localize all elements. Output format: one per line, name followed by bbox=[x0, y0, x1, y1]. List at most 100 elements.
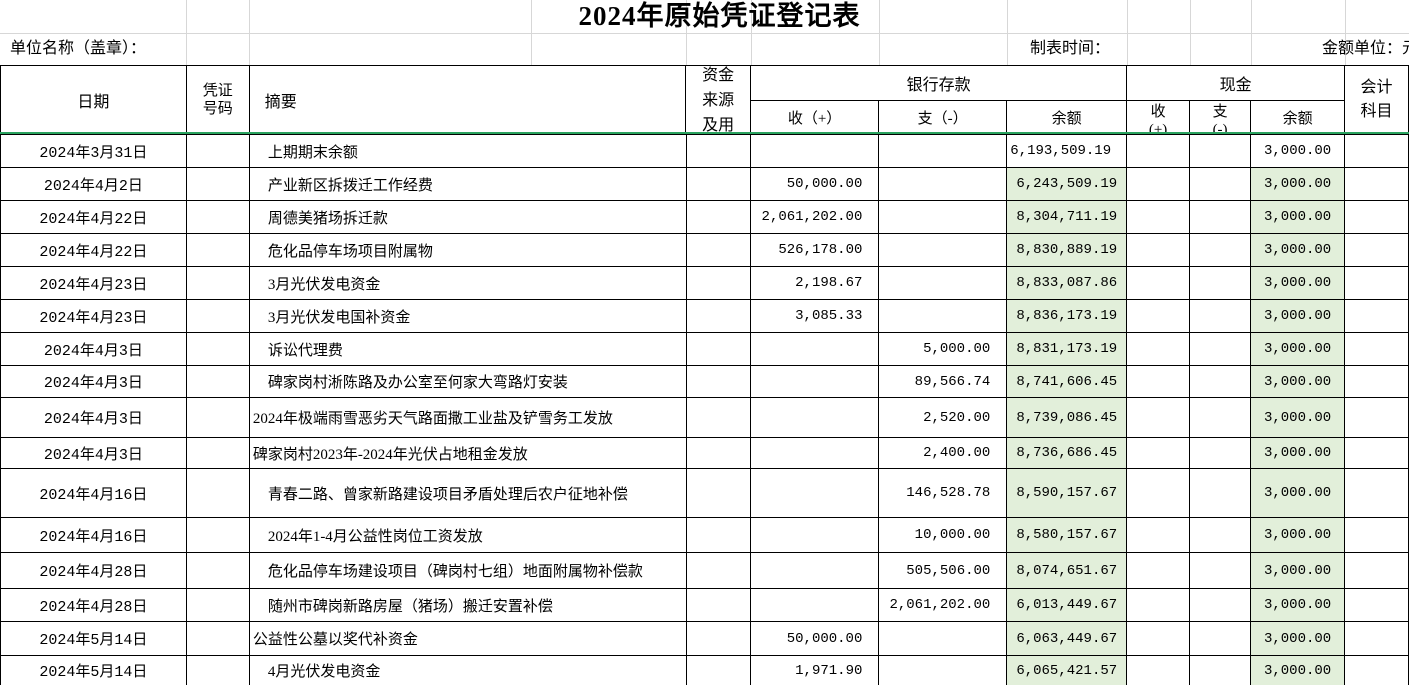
header-bank-balance[interactable]: 余额 bbox=[1007, 101, 1128, 135]
header-cash-out[interactable]: 支 (-) bbox=[1190, 101, 1252, 135]
date-cell[interactable]: 2024年4月23日 bbox=[1, 300, 187, 333]
header-bank-group[interactable]: 银行存款 bbox=[751, 66, 1128, 101]
subject-cell[interactable] bbox=[1345, 267, 1409, 300]
summary-cell[interactable]: 青春二路、曾家新路建设项目矛盾处理后农户征地补偿 bbox=[249, 469, 687, 518]
bank-out-cell[interactable] bbox=[879, 300, 1008, 333]
cash-out-cell[interactable] bbox=[1190, 518, 1252, 553]
cash-in-cell[interactable] bbox=[1127, 168, 1191, 201]
cash-balance-cell[interactable]: 3,000.00 bbox=[1251, 135, 1346, 168]
voucher-no-cell[interactable] bbox=[186, 333, 250, 366]
bank-out-cell[interactable] bbox=[879, 135, 1008, 168]
cash-in-cell[interactable] bbox=[1127, 366, 1191, 398]
summary-cell[interactable]: 3月光伏发电国补资金 bbox=[249, 300, 687, 333]
summary-cell[interactable]: 危化品停车场项目附属物 bbox=[249, 234, 687, 267]
date-cell[interactable]: 2024年5月14日 bbox=[1, 656, 187, 685]
cash-balance-cell[interactable]: 3,000.00 bbox=[1251, 622, 1346, 656]
cash-balance-cell[interactable]: 3,000.00 bbox=[1251, 300, 1346, 333]
cash-balance-cell[interactable]: 3,000.00 bbox=[1251, 553, 1346, 589]
fund-source-cell[interactable] bbox=[686, 469, 752, 518]
summary-cell[interactable]: 碑家岗村淅陈路及办公室至何家大弯路灯安装 bbox=[249, 366, 687, 398]
bank-out-cell[interactable]: 2,400.00 bbox=[879, 438, 1008, 469]
bank-balance-cell[interactable]: 8,736,686.45 bbox=[1007, 438, 1128, 469]
cash-balance-cell[interactable]: 3,000.00 bbox=[1251, 518, 1346, 553]
voucher-no-cell[interactable] bbox=[186, 398, 250, 438]
bank-in-cell[interactable]: 50,000.00 bbox=[751, 622, 880, 656]
summary-cell[interactable]: 诉讼代理费 bbox=[249, 333, 687, 366]
date-cell[interactable]: 2024年4月23日 bbox=[1, 267, 187, 300]
bank-in-cell[interactable] bbox=[751, 469, 880, 518]
bank-out-cell[interactable] bbox=[879, 267, 1008, 300]
bank-out-cell[interactable] bbox=[879, 234, 1008, 267]
summary-cell[interactable]: 上期期末余额 bbox=[249, 135, 687, 168]
date-cell[interactable]: 2024年4月22日 bbox=[1, 201, 187, 234]
subject-cell[interactable] bbox=[1345, 135, 1409, 168]
bank-out-cell[interactable]: 505,506.00 bbox=[879, 553, 1008, 589]
bank-out-cell[interactable]: 146,528.78 bbox=[879, 469, 1008, 518]
voucher-no-cell[interactable] bbox=[186, 267, 250, 300]
cash-in-cell[interactable] bbox=[1127, 201, 1191, 234]
cash-balance-cell[interactable]: 3,000.00 bbox=[1251, 366, 1346, 398]
fund-source-cell[interactable] bbox=[686, 518, 752, 553]
fund-source-cell[interactable] bbox=[687, 656, 752, 685]
date-cell[interactable]: 2024年4月16日 bbox=[1, 469, 187, 518]
bank-balance-cell[interactable]: 6,013,449.67 bbox=[1007, 589, 1128, 622]
cash-balance-cell[interactable]: 3,000.00 bbox=[1251, 333, 1346, 366]
subject-cell[interactable] bbox=[1345, 300, 1409, 333]
bank-balance-cell[interactable]: 8,836,173.19 bbox=[1007, 300, 1128, 333]
bank-balance-cell[interactable]: 8,590,157.67 bbox=[1007, 469, 1128, 518]
subject-cell[interactable] bbox=[1345, 469, 1409, 518]
subject-cell[interactable] bbox=[1345, 518, 1409, 553]
cash-out-cell[interactable] bbox=[1190, 553, 1252, 589]
header-summary[interactable]: 摘要 bbox=[249, 66, 687, 135]
bank-in-cell[interactable] bbox=[751, 518, 880, 553]
cash-in-cell[interactable] bbox=[1127, 469, 1191, 518]
bank-balance-cell[interactable]: 8,830,889.19 bbox=[1007, 234, 1128, 267]
cash-balance-cell[interactable]: 3,000.00 bbox=[1251, 656, 1346, 685]
voucher-no-cell[interactable] bbox=[186, 518, 250, 553]
voucher-no-cell[interactable] bbox=[186, 622, 250, 656]
bank-balance-cell[interactable]: 8,580,157.67 bbox=[1007, 518, 1128, 553]
cash-in-cell[interactable] bbox=[1127, 398, 1191, 438]
cash-in-cell[interactable] bbox=[1127, 300, 1191, 333]
subject-cell[interactable] bbox=[1345, 234, 1409, 267]
cash-balance-cell[interactable]: 3,000.00 bbox=[1251, 398, 1346, 438]
subject-cell[interactable] bbox=[1345, 438, 1409, 469]
summary-cell[interactable]: 4月光伏发电资金 bbox=[250, 656, 687, 685]
date-cell[interactable]: 2024年5月14日 bbox=[1, 622, 187, 656]
bank-in-cell[interactable] bbox=[751, 438, 880, 469]
bank-in-cell[interactable]: 1,971.90 bbox=[751, 656, 880, 685]
bank-in-cell[interactable]: 50,000.00 bbox=[751, 168, 880, 201]
cash-out-cell[interactable] bbox=[1190, 469, 1252, 518]
bank-balance-cell[interactable]: 6,193,509.19 bbox=[1007, 135, 1128, 168]
bank-out-cell[interactable]: 10,000.00 bbox=[879, 518, 1008, 553]
date-cell[interactable]: 2024年4月3日 bbox=[1, 438, 187, 469]
summary-cell[interactable]: 危化品停车场建设项目（碑岗村七组）地面附属物补偿款 bbox=[249, 553, 687, 589]
fund-source-cell[interactable] bbox=[686, 234, 752, 267]
date-cell[interactable]: 2024年4月3日 bbox=[1, 398, 187, 438]
fund-source-cell[interactable] bbox=[686, 135, 752, 168]
cash-balance-cell[interactable]: 3,000.00 bbox=[1251, 201, 1346, 234]
cash-out-cell[interactable] bbox=[1190, 622, 1252, 656]
cash-balance-cell[interactable]: 3,000.00 bbox=[1251, 234, 1346, 267]
bank-in-cell[interactable] bbox=[751, 135, 880, 168]
subject-cell[interactable] bbox=[1345, 656, 1409, 685]
bank-out-cell[interactable] bbox=[879, 622, 1008, 656]
cash-out-cell[interactable] bbox=[1190, 656, 1252, 685]
bank-in-cell[interactable]: 2,198.67 bbox=[751, 267, 880, 300]
voucher-no-cell[interactable] bbox=[186, 234, 250, 267]
bank-balance-cell[interactable]: 8,304,711.19 bbox=[1007, 201, 1128, 234]
header-cash-balance[interactable]: 余额 bbox=[1251, 101, 1346, 135]
bank-out-cell[interactable] bbox=[879, 168, 1008, 201]
bank-out-cell[interactable]: 89,566.74 bbox=[879, 366, 1008, 398]
cash-in-cell[interactable] bbox=[1127, 589, 1191, 622]
voucher-no-cell[interactable] bbox=[186, 168, 250, 201]
cash-balance-cell[interactable]: 3,000.00 bbox=[1251, 438, 1346, 469]
fund-source-cell[interactable] bbox=[686, 333, 752, 366]
header-voucher-no[interactable]: 凭证 号码 bbox=[186, 66, 250, 135]
fund-source-cell[interactable] bbox=[686, 589, 752, 622]
voucher-no-cell[interactable] bbox=[186, 201, 250, 234]
bank-balance-cell[interactable]: 8,739,086.45 bbox=[1007, 398, 1128, 438]
subject-cell[interactable] bbox=[1345, 333, 1409, 366]
bank-out-cell[interactable]: 2,061,202.00 bbox=[879, 589, 1008, 622]
subject-cell[interactable] bbox=[1345, 201, 1409, 234]
